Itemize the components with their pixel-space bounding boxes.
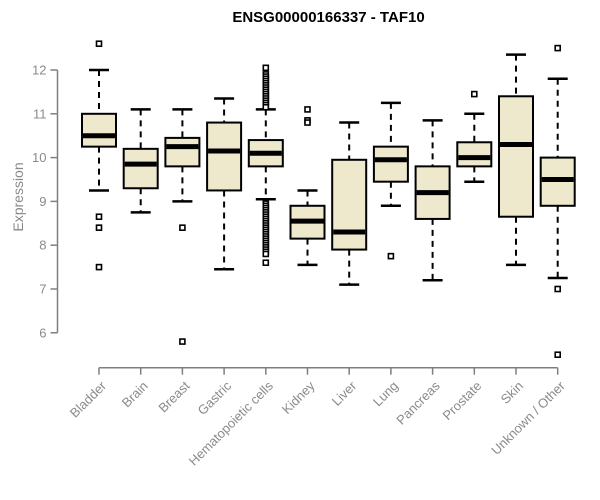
x-tick-label: Pancreas	[393, 378, 443, 428]
outlier-point	[179, 338, 186, 345]
box	[164, 136, 201, 168]
outlier-point	[262, 250, 270, 258]
x-tick-label: Brain	[119, 378, 151, 410]
outlier-point	[95, 263, 103, 271]
y-tick-label: 11	[33, 106, 47, 121]
box	[331, 158, 368, 251]
outlier-point	[554, 351, 562, 359]
y-tick-label: 6	[39, 325, 46, 340]
y-tick-label: 10	[32, 150, 46, 165]
x-tick-label: Kidney	[279, 378, 318, 417]
box	[498, 95, 534, 218]
outlier-point	[262, 259, 270, 267]
outlier-point	[554, 285, 562, 293]
outlier-point	[95, 213, 103, 221]
x-tick-label: Bladder	[67, 378, 110, 421]
x-tick-label: Lung	[370, 378, 401, 409]
y-tick-label: 9	[39, 194, 46, 209]
x-tick-label: Prostate	[440, 378, 485, 423]
box	[122, 147, 159, 190]
y-tick-label: 8	[39, 238, 46, 253]
chart-title: ENSG00000166337 - TAF10	[232, 9, 425, 26]
outlier-point	[179, 224, 186, 231]
outlier-point	[95, 224, 103, 231]
outlier-point	[262, 103, 270, 111]
outlier-point	[387, 252, 395, 260]
box	[206, 121, 243, 192]
x-tick-label: Liver	[329, 378, 360, 409]
box	[456, 141, 493, 168]
y-axis-label: Expression	[10, 162, 26, 232]
outlier-point	[304, 106, 311, 113]
outlier-point	[304, 119, 311, 126]
box	[372, 145, 409, 183]
box	[81, 112, 117, 148]
x-tick-label: Unknown / Other	[488, 378, 568, 458]
y-tick-label: 12	[32, 63, 46, 78]
outlier-point	[95, 40, 103, 48]
outlier-point	[262, 64, 270, 72]
outlier-point	[470, 90, 478, 98]
x-tick-label: Breast	[155, 378, 192, 415]
outlier-point	[554, 44, 562, 52]
x-tick-label: Gastric	[195, 378, 235, 418]
x-tick-label: Skin	[498, 378, 526, 406]
y-tick-label: 7	[39, 282, 46, 297]
